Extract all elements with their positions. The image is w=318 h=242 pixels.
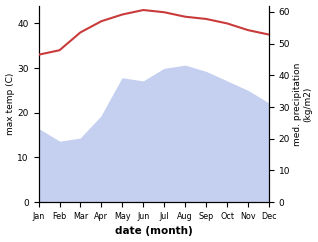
X-axis label: date (month): date (month): [115, 227, 193, 236]
Y-axis label: max temp (C): max temp (C): [5, 73, 15, 135]
Y-axis label: med. precipitation
(kg/m2): med. precipitation (kg/m2): [293, 62, 313, 145]
